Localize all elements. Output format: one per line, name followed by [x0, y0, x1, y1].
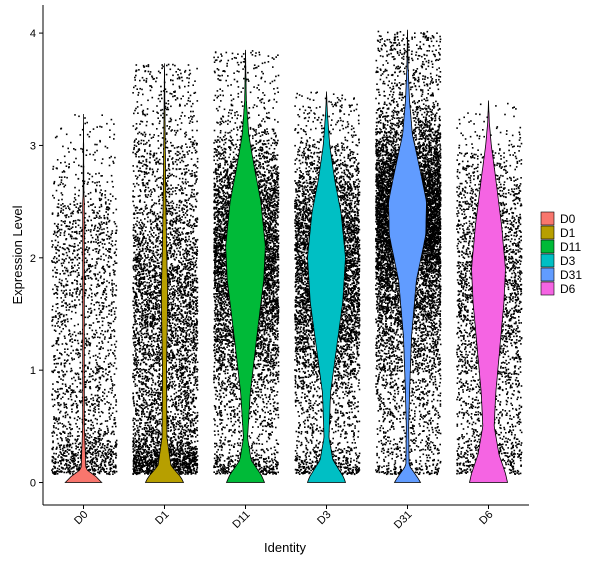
- violin-d0: [64, 114, 103, 483]
- legend-swatch-d0: [540, 211, 555, 226]
- x-axis-ticks: D0 D1 D11 D3 D31 D6: [72, 505, 496, 532]
- x-tick-label-d1: D1: [153, 509, 171, 527]
- x-tick-label-d0: D0: [72, 509, 90, 527]
- y-axis-ticks: 0 1 2 3 4: [30, 28, 43, 490]
- legend-swatch-d3: [540, 253, 555, 268]
- points-d0: [51, 114, 118, 476]
- legend-label-d3: D3: [560, 254, 576, 268]
- legend-swatch-d6: [540, 281, 555, 296]
- jitter-points-layer: [51, 30, 523, 476]
- legend-label-d11: D11: [560, 240, 581, 254]
- legend-label-d0: D0: [560, 212, 576, 226]
- x-tick-label-d3: D3: [315, 509, 333, 527]
- legend-label-d6: D6: [560, 282, 576, 296]
- x-tick-label-d31: D31: [392, 509, 415, 532]
- x-tick-label-d6: D6: [477, 509, 495, 527]
- violin-d6: [469, 100, 508, 483]
- y-axis-title: Expression Level: [10, 205, 25, 304]
- violins-layer: [64, 29, 508, 483]
- violin-d1: [144, 63, 185, 483]
- legend-swatch-d31: [540, 267, 555, 282]
- plot-area: [51, 29, 523, 483]
- violin-d3: [306, 91, 347, 483]
- legend-label-d31: D31: [560, 268, 582, 282]
- legend-swatch-d11: [540, 239, 555, 254]
- legend-swatch-d1: [540, 225, 555, 240]
- y-tick-label: 2: [30, 253, 36, 265]
- x-tick-label-d11: D11: [230, 509, 252, 531]
- x-axis-title: Identity: [264, 540, 306, 555]
- y-tick-label: 3: [30, 140, 36, 152]
- y-tick-label: 0: [30, 478, 36, 490]
- y-tick-label: 4: [30, 28, 36, 40]
- y-tick-label: 1: [30, 365, 36, 377]
- violin-d11: [225, 49, 266, 483]
- violin-d31: [388, 29, 427, 483]
- legend-label-d1: D1: [560, 226, 576, 240]
